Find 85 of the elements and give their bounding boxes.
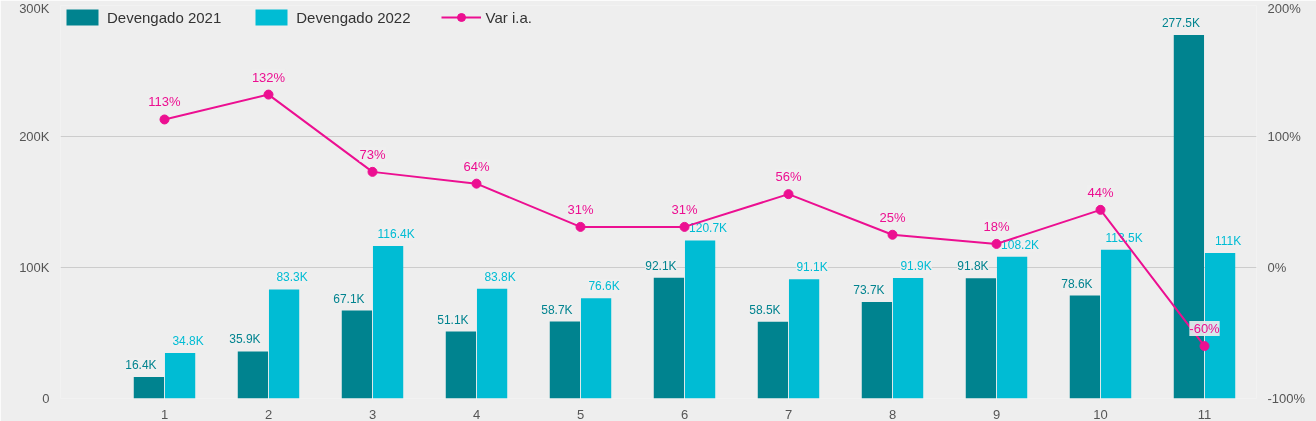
bar <box>476 288 508 399</box>
point <box>887 229 898 240</box>
data-label: 73.7K <box>853 282 885 297</box>
bar <box>133 377 165 399</box>
x-tick-label: 6 <box>680 406 689 421</box>
data-label: 111K <box>1214 234 1242 249</box>
point <box>367 166 378 177</box>
data-label: 92.1K <box>645 258 677 273</box>
data-label: 31% <box>671 201 698 217</box>
x-tick-label: 1 <box>160 406 169 421</box>
point <box>159 114 170 125</box>
data-label: 56% <box>775 169 802 185</box>
y-tick-label: 300K <box>19 0 50 16</box>
data-label: 67.1K <box>333 291 365 306</box>
point <box>263 89 274 100</box>
data-label: 83.8K <box>484 269 516 284</box>
data-label: 116.4K <box>377 227 415 242</box>
x-tick-label: 10 <box>1093 406 1108 421</box>
y-tick-label: 100K <box>19 260 50 275</box>
y2-tick-label: 200% <box>1267 0 1302 16</box>
x-tick-label: 8 <box>888 406 897 421</box>
data-label: 16.4K <box>125 358 157 373</box>
data-label: 31% <box>567 201 594 217</box>
bar <box>788 279 820 399</box>
bar <box>653 277 685 399</box>
data-label: 58.5K <box>749 302 781 317</box>
x-tick-label: 4 <box>472 406 481 421</box>
bar <box>1100 249 1132 399</box>
data-label: 34.8K <box>172 333 204 348</box>
point <box>783 189 794 200</box>
bar <box>445 331 477 399</box>
bar <box>580 298 612 399</box>
y2-tick-label: 100% <box>1267 129 1302 144</box>
data-label: 64% <box>463 158 490 174</box>
data-label: 58.7K <box>541 302 573 317</box>
y-tick-label: 0 <box>42 391 50 406</box>
x-tick-label: 11 <box>1197 406 1212 421</box>
bar <box>684 240 716 399</box>
x-tick-label: 9 <box>992 406 1001 421</box>
data-label: 91.8K <box>957 259 989 274</box>
data-label: 108.2K <box>1001 237 1040 252</box>
bar <box>757 321 789 399</box>
bar <box>549 321 581 399</box>
bar <box>861 301 893 399</box>
y2-tick-label: -100% <box>1267 391 1306 406</box>
point <box>1199 341 1210 352</box>
data-label: 83.3K <box>276 270 308 285</box>
legend-label: Var i.a. <box>485 8 532 26</box>
data-label: 51.1K <box>437 312 469 327</box>
legend-label: Devengado 2022 <box>296 8 411 26</box>
x-tick-label: 7 <box>784 406 793 421</box>
x-tick-label: 5 <box>576 406 585 421</box>
data-label: 120.7K <box>689 221 728 236</box>
y2-tick-label: 0% <box>1267 260 1287 275</box>
bar <box>996 256 1028 399</box>
data-label: 25% <box>879 209 906 225</box>
data-label: -60% <box>1189 321 1221 337</box>
data-label: 277.5K <box>1161 15 1200 30</box>
bar <box>965 278 997 399</box>
bar <box>237 351 269 399</box>
legend-label: Devengado 2021 <box>107 8 222 26</box>
data-label: 44% <box>1087 184 1114 200</box>
point <box>991 238 1002 249</box>
point <box>679 221 690 232</box>
y-tick-label: 200K <box>19 129 50 144</box>
data-label: 35.9K <box>229 332 261 347</box>
x-tick-label: 2 <box>264 406 273 421</box>
point <box>1095 204 1106 215</box>
point <box>575 221 586 232</box>
data-label: 113% <box>148 94 182 110</box>
data-label: 91.1K <box>796 260 828 275</box>
bar <box>268 289 300 399</box>
data-label: 76.6K <box>588 279 620 294</box>
bar <box>1069 295 1101 399</box>
x-tick-label: 3 <box>368 406 377 421</box>
bar <box>164 352 196 399</box>
bar <box>892 278 924 399</box>
point <box>471 178 482 189</box>
data-label: 132% <box>251 69 286 85</box>
data-label: 73% <box>359 146 386 162</box>
data-label: 91.9K <box>900 259 932 274</box>
bar <box>341 310 373 399</box>
bar <box>372 246 404 399</box>
data-label: 78.6K <box>1061 276 1093 291</box>
data-label: 18% <box>983 218 1010 234</box>
